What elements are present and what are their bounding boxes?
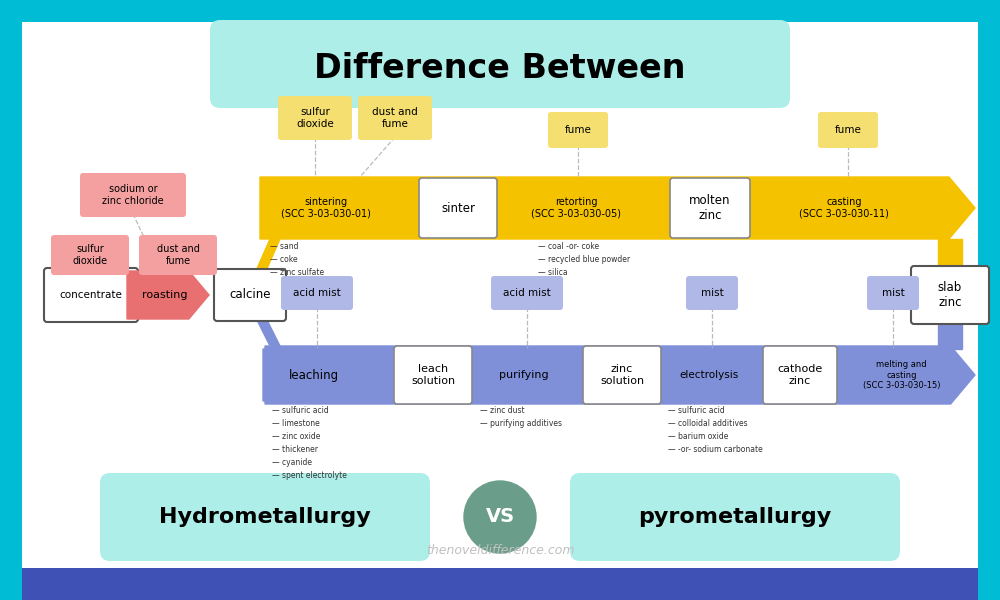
Text: calcine: calcine: [229, 289, 271, 301]
Polygon shape: [252, 310, 280, 346]
Polygon shape: [265, 346, 975, 404]
Text: — limestone: — limestone: [272, 419, 320, 428]
Text: — coke: — coke: [270, 255, 298, 264]
FancyBboxPatch shape: [358, 96, 432, 140]
FancyBboxPatch shape: [44, 268, 138, 322]
Polygon shape: [265, 179, 395, 237]
FancyBboxPatch shape: [570, 473, 900, 561]
Polygon shape: [252, 239, 280, 280]
Text: — thickener: — thickener: [272, 445, 318, 454]
Text: Hydrometallurgy: Hydrometallurgy: [159, 507, 371, 527]
FancyBboxPatch shape: [281, 276, 353, 310]
Text: acid mist: acid mist: [293, 288, 341, 298]
FancyBboxPatch shape: [394, 346, 472, 404]
Text: VS: VS: [485, 508, 515, 527]
Polygon shape: [127, 271, 209, 319]
Polygon shape: [786, 179, 910, 237]
FancyBboxPatch shape: [214, 269, 286, 321]
Text: pyrometallurgy: pyrometallurgy: [638, 507, 832, 527]
Bar: [978, 0, 1000, 600]
FancyBboxPatch shape: [818, 112, 878, 148]
Text: — sulfuric acid: — sulfuric acid: [668, 406, 725, 415]
Bar: [0, 568, 1000, 600]
FancyBboxPatch shape: [419, 178, 497, 238]
Bar: [22, 0, 978, 22]
Text: leaching: leaching: [289, 368, 339, 382]
FancyBboxPatch shape: [100, 473, 430, 561]
Text: — colloidal additives: — colloidal additives: [668, 419, 748, 428]
Text: sintering
(SCC 3-03-030-01): sintering (SCC 3-03-030-01): [281, 197, 371, 219]
Text: — barium oxide: — barium oxide: [668, 432, 728, 441]
Polygon shape: [260, 177, 975, 239]
FancyBboxPatch shape: [491, 276, 563, 310]
Text: fume: fume: [835, 125, 861, 135]
Text: — sulfuric acid: — sulfuric acid: [272, 406, 329, 415]
Text: mist: mist: [701, 288, 723, 298]
Text: cathode
zinc: cathode zinc: [777, 364, 823, 386]
Text: retorting
(SCC 3-03-030-05): retorting (SCC 3-03-030-05): [531, 197, 621, 219]
FancyBboxPatch shape: [210, 20, 790, 108]
Text: — silica: — silica: [538, 268, 568, 277]
FancyBboxPatch shape: [51, 235, 129, 275]
Text: dust and
fume: dust and fume: [372, 107, 418, 129]
Text: — zinc oxide: — zinc oxide: [272, 432, 320, 441]
Text: sinter: sinter: [441, 202, 475, 214]
Text: casting
(SCC 3-03-030-11): casting (SCC 3-03-030-11): [799, 197, 889, 219]
Text: sodium or
zinc chloride: sodium or zinc chloride: [102, 184, 164, 206]
Text: zinc
solution: zinc solution: [600, 364, 644, 386]
FancyBboxPatch shape: [139, 235, 217, 275]
Text: — recycled blue powder: — recycled blue powder: [538, 255, 630, 264]
Text: mist: mist: [882, 288, 904, 298]
FancyBboxPatch shape: [763, 346, 837, 404]
FancyBboxPatch shape: [911, 266, 989, 324]
Bar: [0, 0, 1000, 22]
Text: sulfur
dioxide: sulfur dioxide: [72, 244, 108, 266]
Text: leach
solution: leach solution: [411, 364, 455, 386]
Circle shape: [464, 481, 536, 553]
Polygon shape: [515, 179, 645, 237]
FancyBboxPatch shape: [867, 276, 919, 310]
FancyBboxPatch shape: [80, 173, 186, 217]
Text: — cyanide: — cyanide: [272, 458, 312, 467]
FancyBboxPatch shape: [583, 346, 661, 404]
Text: — zinc dust: — zinc dust: [480, 406, 525, 415]
Text: — sand: — sand: [270, 242, 298, 251]
Text: fume: fume: [565, 125, 591, 135]
FancyBboxPatch shape: [548, 112, 608, 148]
Polygon shape: [852, 349, 958, 401]
Text: — spent electrolyte: — spent electrolyte: [272, 471, 347, 480]
Text: molten
zinc: molten zinc: [689, 194, 731, 222]
Text: sulfur
dioxide: sulfur dioxide: [296, 107, 334, 129]
Text: roasting: roasting: [142, 290, 188, 300]
FancyBboxPatch shape: [670, 178, 750, 238]
FancyBboxPatch shape: [278, 96, 352, 140]
Text: purifying: purifying: [499, 370, 549, 380]
Text: electrolysis: electrolysis: [679, 370, 738, 380]
Text: — zinc sulfate: — zinc sulfate: [270, 268, 324, 277]
Polygon shape: [482, 349, 572, 401]
Text: concentrate: concentrate: [60, 290, 122, 300]
Bar: [0, 0, 22, 600]
Text: acid mist: acid mist: [503, 288, 551, 298]
Text: — purifying additives: — purifying additives: [480, 419, 562, 428]
Polygon shape: [263, 349, 371, 401]
Text: dust and
fume: dust and fume: [157, 244, 199, 266]
Polygon shape: [938, 307, 962, 349]
Text: — coal -or- coke: — coal -or- coke: [538, 242, 599, 251]
Text: melting and
casting
(SCC 3-03-030-15): melting and casting (SCC 3-03-030-15): [863, 360, 940, 390]
Text: thenoveldifference.com: thenoveldifference.com: [426, 544, 574, 557]
Polygon shape: [938, 239, 962, 283]
Text: slab
zinc: slab zinc: [938, 281, 962, 309]
Polygon shape: [668, 349, 756, 401]
Text: Difference Between: Difference Between: [314, 52, 686, 85]
FancyBboxPatch shape: [686, 276, 738, 310]
Text: — -or- sodium carbonate: — -or- sodium carbonate: [668, 445, 763, 454]
